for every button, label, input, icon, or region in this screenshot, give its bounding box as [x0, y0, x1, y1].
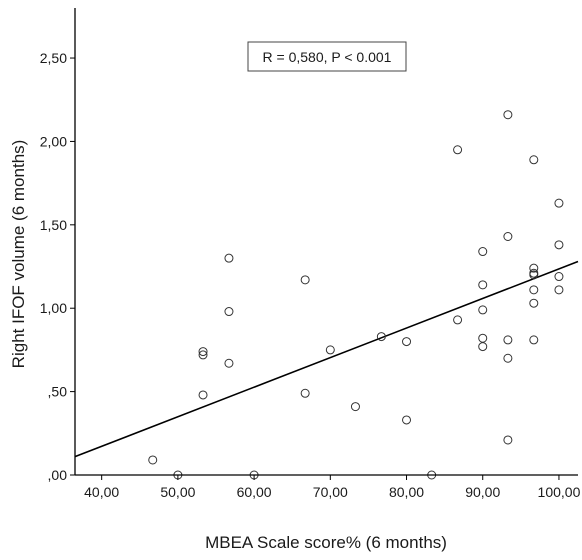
data-point [224, 307, 234, 317]
data-point [300, 388, 310, 398]
data-point [325, 345, 335, 355]
x-tick-label: 70,00 [313, 484, 348, 500]
y-tick-label: 1,00 [40, 300, 67, 316]
data-point [478, 280, 488, 290]
data-point [148, 455, 158, 465]
data-point [554, 285, 564, 295]
data-point [529, 285, 539, 295]
data-point [300, 275, 310, 285]
x-tick-label: 50,00 [160, 484, 195, 500]
x-tick-label: 60,00 [237, 484, 272, 500]
data-point [402, 415, 412, 425]
regression-line [74, 260, 579, 458]
data-point [198, 350, 208, 360]
y-tick-label: 2,00 [40, 133, 67, 149]
y-tick-label: 1,50 [40, 217, 67, 233]
data-point [376, 332, 386, 342]
data-point [478, 342, 488, 352]
data-point [402, 337, 412, 347]
y-tick-label: 2,50 [40, 50, 67, 66]
data-point [198, 390, 208, 400]
data-point [503, 435, 513, 445]
data-point [503, 110, 513, 120]
annotation-box: R = 0,580, P < 0.001 [247, 41, 407, 72]
y-tick-label: ,50 [48, 384, 68, 400]
annotation-text: R = 0,580, P < 0.001 [263, 49, 392, 65]
data-point [478, 305, 488, 315]
data-point [503, 353, 513, 363]
x-tick-label: 90,00 [465, 484, 500, 500]
data-point [453, 315, 463, 325]
data-point [503, 335, 513, 345]
data-point [554, 272, 564, 282]
data-point [224, 358, 234, 368]
data-point [224, 253, 234, 263]
data-point [350, 402, 360, 412]
x-axis-title: MBEA Scale score% (6 months) [205, 533, 447, 552]
data-point [478, 247, 488, 257]
data-point [529, 335, 539, 345]
data-point [529, 155, 539, 165]
annotation-frame [247, 41, 407, 72]
data-point [503, 231, 513, 241]
x-tick-label: 40,00 [84, 484, 119, 500]
data-point [453, 145, 463, 155]
data-point [529, 263, 539, 273]
data-point [554, 240, 564, 250]
data-point [554, 198, 564, 208]
x-tick-label: 80,00 [389, 484, 424, 500]
y-tick-label: ,00 [48, 467, 68, 483]
data-point [529, 298, 539, 308]
data-point [529, 270, 539, 280]
data-point [198, 347, 208, 357]
x-tick-label: 100,00 [538, 484, 581, 500]
data-point [478, 333, 488, 343]
y-axis-title: Right IFOF volume (6 months) [9, 140, 28, 369]
